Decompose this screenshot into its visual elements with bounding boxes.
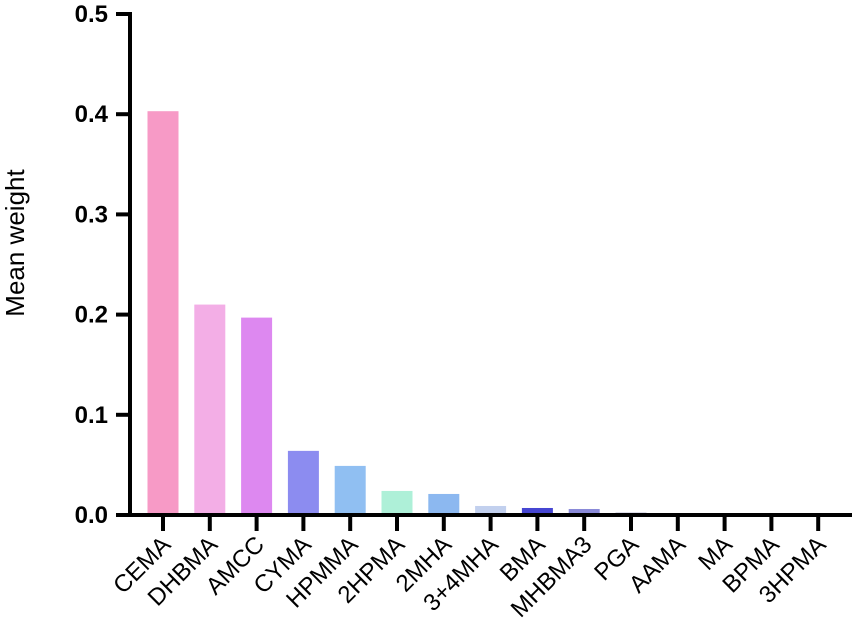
y-tick-label: 0.0 [75,502,108,529]
bar-2hpma [381,490,413,515]
bar-mhbma3 [568,508,600,515]
x-axis: CEMADHBMAAMCCCYMAHPMMA2HPMA2MHA3+4MHABMA… [108,513,852,623]
bar-hpmma [334,465,366,515]
bar-cyma [287,450,319,515]
bars [147,111,647,515]
y-tick-label: 0.3 [75,201,108,228]
y-tick-label: 0.5 [75,1,108,28]
y-axis-title: Mean weight [0,169,30,317]
bar-2mha [428,493,460,515]
bar-3-4mha [475,505,507,515]
bar-dhbma [194,304,226,515]
y-tick-label: 0.2 [75,302,108,329]
y-tick-label: 0.1 [75,402,108,429]
y-tick-label: 0.4 [75,101,109,128]
bar-cema [147,111,179,515]
bar-bma [521,507,553,515]
bar-amcc [241,317,273,515]
y-axis: 0.0 0.1 0.2 0.3 0.4 0.5 [75,1,132,529]
